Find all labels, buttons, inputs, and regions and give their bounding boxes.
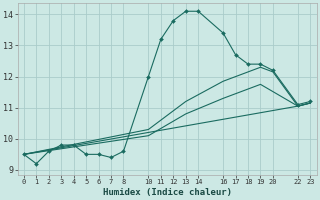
X-axis label: Humidex (Indice chaleur): Humidex (Indice chaleur) — [103, 188, 232, 197]
